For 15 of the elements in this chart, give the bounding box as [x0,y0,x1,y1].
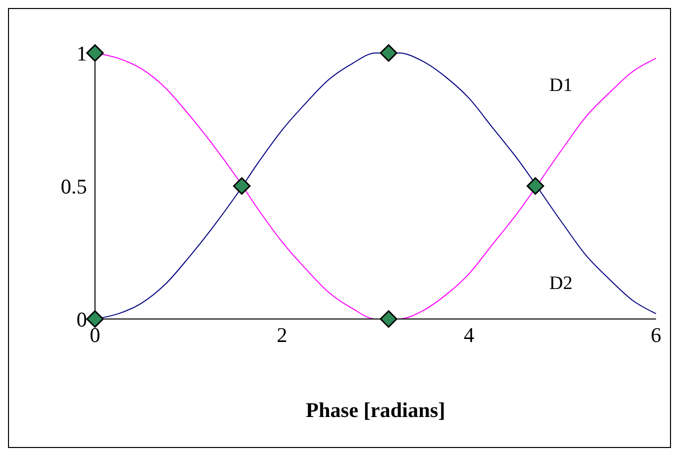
y-tick-label: 0.5 [60,174,87,198]
series-label: D1 [549,74,572,96]
x-tick-label: 4 [464,322,475,347]
y-tick-label: 1 [76,41,87,66]
point [86,310,104,328]
point [380,310,398,328]
point [526,177,544,195]
point [86,44,104,62]
x-tick-label: 6 [650,322,662,347]
point [380,44,398,62]
series-label: D2 [549,273,572,294]
x-tick-label: 2 [276,322,288,347]
y-tick-label: 0 [76,307,87,332]
point [233,177,251,195]
x-axis-title: Phase [radians] [306,398,446,422]
